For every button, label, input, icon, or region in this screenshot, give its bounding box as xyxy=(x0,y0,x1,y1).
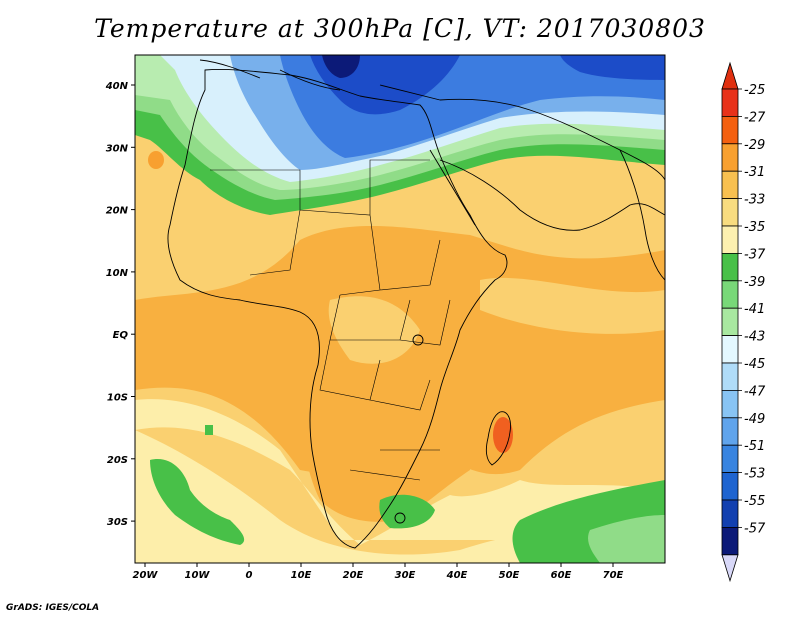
lat-tick-label: 30N xyxy=(106,143,129,154)
legend-label: -51 xyxy=(744,439,765,454)
legend-label: -49 xyxy=(744,412,765,427)
field-green-sw xyxy=(150,459,245,545)
legend-label: -33 xyxy=(744,193,765,208)
legend-label: -47 xyxy=(744,384,766,399)
legend-label: -37 xyxy=(744,247,766,262)
legend-swatch xyxy=(721,335,739,364)
legend-arrow-top xyxy=(721,61,739,90)
legend-swatch xyxy=(721,143,739,172)
lake-victoria xyxy=(412,334,424,346)
latitude-axis: 40N 30N 20N 10N EQ 10S 20S 30S xyxy=(105,81,135,528)
field-warm-south xyxy=(300,388,470,522)
lat-tick-label: 10N xyxy=(106,268,129,279)
lon-tick-label: 10E xyxy=(291,570,312,581)
lon-tick-label: 30E xyxy=(395,570,416,581)
field-light-patch-east xyxy=(480,277,665,334)
legend-swatch xyxy=(721,198,739,227)
legend-label: -53 xyxy=(744,467,765,482)
field-pale-south-2 xyxy=(135,430,665,563)
red-sea xyxy=(429,149,476,226)
africa-coastline xyxy=(167,69,508,549)
legend-label: -57 xyxy=(744,521,766,536)
legend-swatch xyxy=(721,389,739,419)
legend-swatch xyxy=(721,499,739,528)
lon-tick-label: 20W xyxy=(133,570,159,581)
legend-swatch xyxy=(721,362,739,391)
legend-label: -41 xyxy=(744,302,765,317)
legend-swatch xyxy=(721,225,739,254)
legend-swatch xyxy=(721,252,739,282)
lat-tick-label: 10S xyxy=(107,393,128,404)
europe-coast xyxy=(199,59,665,181)
legend-swatch xyxy=(721,472,739,501)
legend-label: -29 xyxy=(744,138,765,153)
field-hot-morocco xyxy=(148,151,164,169)
lon-tick-label: 40E xyxy=(446,570,468,581)
plot-frame xyxy=(134,54,666,564)
field-light-patch-central xyxy=(328,296,420,364)
lon-tick-label: 70E xyxy=(603,570,624,581)
lon-tick-label: 50E xyxy=(499,570,520,581)
lat-tick-label: 20N xyxy=(106,206,129,217)
legend-label: -43 xyxy=(744,330,765,345)
temperature-field xyxy=(135,55,665,563)
legend-swatch xyxy=(721,527,739,556)
india-coast xyxy=(619,149,665,281)
field-pale-south xyxy=(135,399,665,545)
legend-swatch xyxy=(721,417,739,446)
madagascar xyxy=(485,411,511,466)
field-navy xyxy=(322,55,360,78)
footer-credit: GrADS: IGES/COLA xyxy=(6,603,100,613)
legend-label: -45 xyxy=(744,357,765,372)
legend-swatch xyxy=(721,170,739,199)
longitude-axis: 20W 10W 0 10E 20E 30E 40E 50E 60E 70E xyxy=(133,563,624,581)
legend-label: -55 xyxy=(744,494,765,509)
field-lightgreen-se xyxy=(588,515,665,563)
legend-swatch xyxy=(721,307,739,337)
lat-tick-label: EQ xyxy=(113,330,129,341)
lon-tick-label: 0 xyxy=(246,570,253,581)
legend-swatch xyxy=(721,88,739,117)
coastlines xyxy=(167,59,665,549)
color-legend: -25 -27 -29 -31 -33 -35 -37 -39 -41 -43 -45 -47 -49 -… xyxy=(721,61,766,583)
internal-borders xyxy=(210,159,451,481)
map-title: Temperature at 300hPa [C], VT: 201703080… xyxy=(94,14,706,43)
legend-swatch xyxy=(721,444,739,474)
legend-label: -27 xyxy=(744,110,766,125)
lat-tick-label: 20S xyxy=(107,455,128,466)
legend-arrow-bottom xyxy=(721,554,739,583)
field-deep-blue-ne xyxy=(560,55,665,80)
legend-label: -35 xyxy=(744,220,765,235)
legend-swatch xyxy=(721,280,739,309)
lon-tick-label: 10W xyxy=(185,570,211,581)
lat-tick-label: 40N xyxy=(105,81,129,92)
legend-label: -39 xyxy=(744,275,765,290)
lake-sa xyxy=(394,512,406,524)
field-green-spot xyxy=(205,425,213,435)
legend-swatch xyxy=(721,116,739,145)
legend-label: -31 xyxy=(744,165,765,180)
lon-tick-label: 60E xyxy=(551,570,572,581)
field-green-sa xyxy=(379,494,435,529)
legend-label: -25 xyxy=(744,83,765,98)
lon-tick-label: 20E xyxy=(343,570,364,581)
field-hot-madagascar xyxy=(493,417,513,453)
lat-tick-label: 30S xyxy=(107,517,128,528)
